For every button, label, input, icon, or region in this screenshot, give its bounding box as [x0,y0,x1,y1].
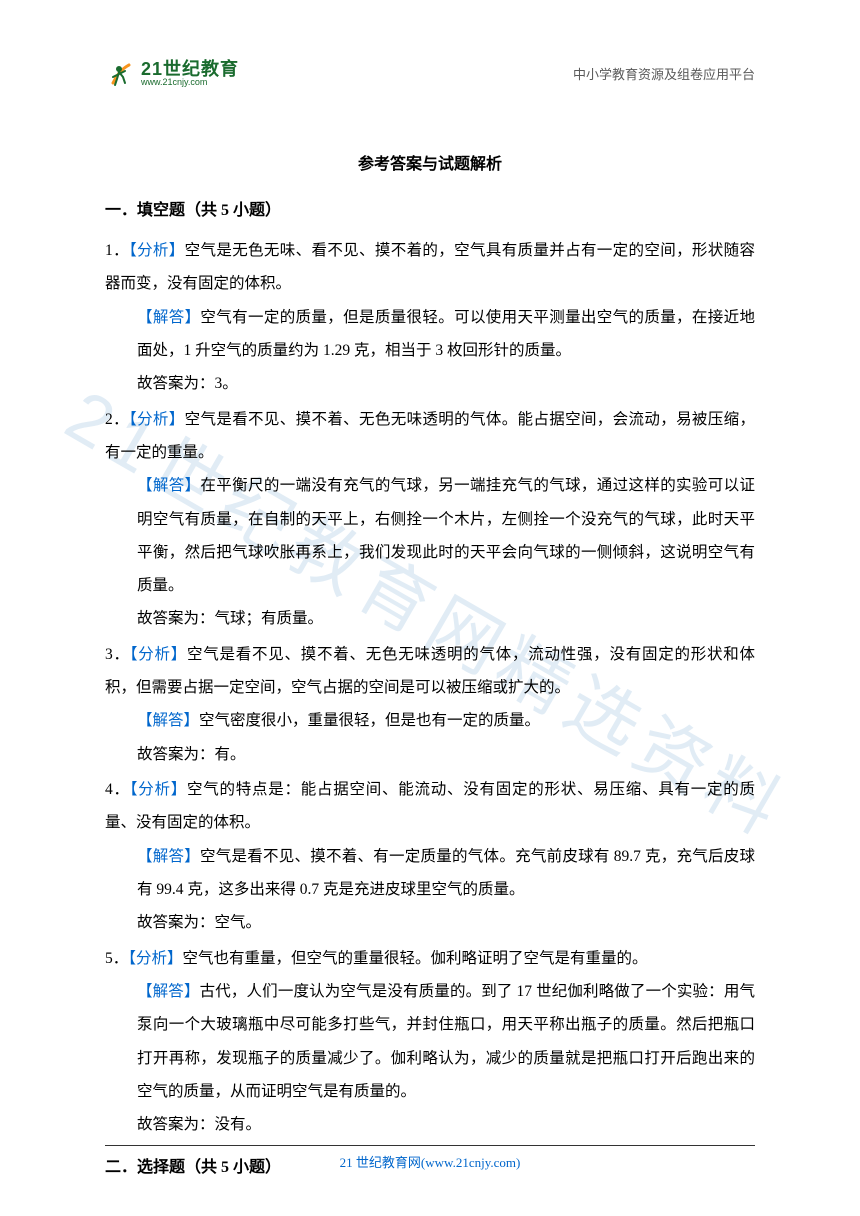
q2-num: 2． [105,411,129,428]
logo: 21世纪教育 www.21cnjy.com [105,57,239,89]
header-right-text: 中小学教育资源及组卷应用平台 [573,64,755,83]
logo-text-group: 21世纪教育 www.21cnjy.com [141,60,239,87]
answer-tag: 【解答】 [137,477,200,494]
q5-analysis: 空气也有重量，但空气的重量很轻。伽利略证明了空气是有重量的。 [183,950,648,967]
q1-answer: 空气有一定的质量，但是质量很轻。可以使用天平测量出空气的质量，在接近地面处，1 … [137,309,755,359]
page-title: 参考答案与试题解析 [105,150,755,174]
q4-result: 故答案为：空气。 [105,906,755,939]
q5-num: 5． [105,950,128,967]
analysis-tag: 【分析】 [130,646,187,663]
answer-tag: 【解答】 [137,309,200,326]
q5-result: 故答案为：没有。 [105,1108,755,1141]
q3-answer: 空气密度很小，重量很轻，但是也有一定的质量。 [199,712,540,729]
section2-header: 二．选择题（共 5 小题） [105,1153,755,1177]
page-header: 21世纪教育 www.21cnjy.com 中小学教育资源及组卷应用平台 [0,48,860,98]
logo-main-text: 21世纪教育 [141,60,239,78]
section1-header: 一．填空题（共 5 小题） [105,196,755,220]
q1-num: 1． [105,242,129,259]
answer-tag: 【解答】 [137,983,200,1000]
q4-analysis: 空气的特点是：能占据空间、能流动、没有固定的形状、易压缩、具有一定的质量、没有固… [105,781,755,831]
analysis-tag: 【分析】 [128,950,182,967]
q2-analysis: 空气是看不见、摸不着、无色无味透明的气体。能占据空间，会流动，易被压缩，有一定的… [105,411,755,461]
main-content: 参考答案与试题解析 一．填空题（共 5 小题） 1．【分析】空气是无色无味、看不… [105,150,755,1191]
q1-analysis: 空气是无色无味、看不见、摸不着的，空气具有质量并占有一定的空间，形状随容器而变，… [105,242,755,292]
q1-result: 故答案为：3。 [105,367,755,400]
analysis-tag: 【分析】 [130,781,187,798]
q3-num: 3． [105,646,130,663]
logo-sub-text: www.21cnjy.com [141,78,239,87]
q2-answer: 在平衡尺的一端没有充气的气球，另一端挂充气的气球，通过这样的实验可以证明空气有质… [137,477,755,594]
analysis-tag: 【分析】 [129,242,185,259]
answer-tag: 【解答】 [137,848,200,865]
question-5: 5．【分析】空气也有重量，但空气的重量很轻。伽利略证明了空气是有重量的。 【解答… [105,942,755,1142]
q4-answer: 空气是看不见、摸不着、有一定质量的气体。充气前皮球有 89.7 克，充气后皮球有… [137,848,755,898]
q3-result: 故答案为：有。 [105,738,755,771]
logo-icon [105,57,137,89]
q4-num: 4． [105,781,130,798]
q5-answer: 古代，人们一度认为空气是没有质量的。到了 17 世纪伽利略做了一个实验：用气泵向… [137,983,755,1100]
q2-result: 故答案为：气球；有质量。 [105,602,755,635]
question-1: 1．【分析】空气是无色无味、看不见、摸不着的，空气具有质量并占有一定的空间，形状… [105,234,755,401]
question-3: 3．【分析】空气是看不见、摸不着、无色无味透明的气体，流动性强，没有固定的形状和… [105,638,755,771]
analysis-tag: 【分析】 [129,411,185,428]
q3-analysis: 空气是看不见、摸不着、无色无味透明的气体，流动性强，没有固定的形状和体积，但需要… [105,646,755,696]
question-2: 2．【分析】空气是看不见、摸不着、无色无味透明的气体。能占据空间，会流动，易被压… [105,403,755,636]
question-4: 4．【分析】空气的特点是：能占据空间、能流动、没有固定的形状、易压缩、具有一定的… [105,773,755,940]
answer-tag: 【解答】 [137,712,199,729]
